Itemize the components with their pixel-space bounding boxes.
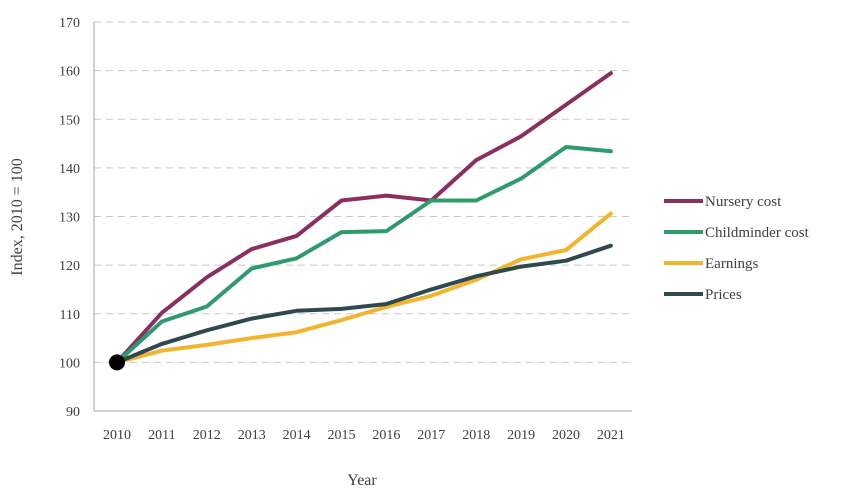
series-line-prices — [115, 243, 613, 365]
y-tick-label: 130 — [59, 211, 80, 226]
x-tick-label: 2012 — [193, 428, 221, 443]
y-tick-label: 140 — [59, 162, 80, 177]
x-tick-label: 2017 — [417, 428, 445, 443]
legend-label-earnings: Earnings — [705, 256, 758, 272]
x-tick-label: 2015 — [328, 428, 356, 443]
series-line-nursery-cost — [115, 71, 613, 365]
y-tick-label: 120 — [59, 259, 80, 274]
legend-label-prices: Prices — [705, 287, 742, 303]
x-tick-label: 2011 — [148, 428, 175, 443]
y-axis-ticks: 90 100 110 120 130 140 150 160 170 — [59, 16, 80, 420]
y-tick-label: 110 — [60, 308, 80, 323]
highlight-point-2010 — [109, 354, 125, 371]
legend-label-childminder-cost: Childminder cost — [705, 225, 810, 241]
x-tick-label: 2019 — [507, 428, 535, 443]
series-line-childminder-cost — [115, 145, 613, 365]
y-tick-label: 160 — [59, 65, 80, 80]
series-lines — [115, 71, 613, 365]
y-axis-title: Index, 2010 = 100 — [9, 158, 26, 275]
x-axis-ticks: 2010 2011 2012 2013 2014 2015 2016 2017 2018 2019… — [103, 428, 625, 443]
y-tick-label: 170 — [59, 16, 80, 31]
x-tick-label: 2013 — [238, 428, 266, 443]
series-line-earnings — [115, 211, 613, 365]
x-axis-title: Year — [347, 472, 377, 489]
grid — [94, 21, 632, 363]
x-tick-label: 2020 — [552, 428, 580, 443]
legend: Nursery cost Childminder cost Earnings Pric… — [664, 194, 810, 303]
x-tick-label: 2014 — [283, 428, 311, 443]
y-tick-label: 150 — [59, 113, 80, 128]
x-tick-label: 2010 — [103, 428, 131, 443]
y-tick-label: 100 — [59, 356, 80, 371]
x-tick-label: 2018 — [462, 428, 490, 443]
y-tick-label: 90 — [66, 405, 80, 420]
x-tick-label: 2016 — [372, 428, 400, 443]
x-tick-label: 2021 — [597, 428, 625, 443]
legend-label-nursery-cost: Nursery cost — [705, 194, 782, 210]
